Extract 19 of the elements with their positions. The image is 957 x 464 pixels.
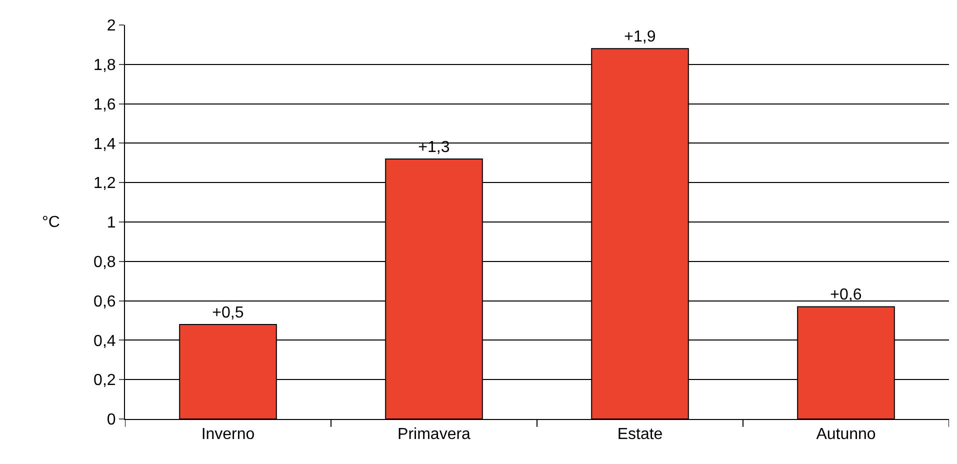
y-tick-label: 0,4 (94, 332, 116, 350)
y-tick-label: 1,2 (94, 175, 116, 192)
x-tick-label: Primavera (398, 426, 471, 444)
y-tick-label: 1,4 (94, 136, 116, 153)
y-tick-label: 1,6 (94, 96, 116, 114)
y-tick-label: 1 (106, 214, 116, 232)
y-tick-label: 0,8 (94, 254, 116, 271)
x-tick-label: Estate (617, 426, 663, 444)
data-label: +0,6 (830, 286, 862, 304)
y-tick-label: 0,6 (94, 293, 116, 310)
y-axis-title: °C (42, 214, 60, 231)
y-tick-label: 1,8 (94, 57, 116, 74)
x-tick-label: Inverno (201, 426, 255, 444)
data-label: +0,5 (212, 304, 244, 322)
y-tick-label: 0,2 (94, 372, 116, 390)
y-tick-label: 0 (106, 412, 116, 429)
data-label: +1,9 (624, 28, 656, 46)
x-tick-label: Autunno (816, 426, 876, 444)
y-tick-label: 2 (106, 18, 116, 35)
